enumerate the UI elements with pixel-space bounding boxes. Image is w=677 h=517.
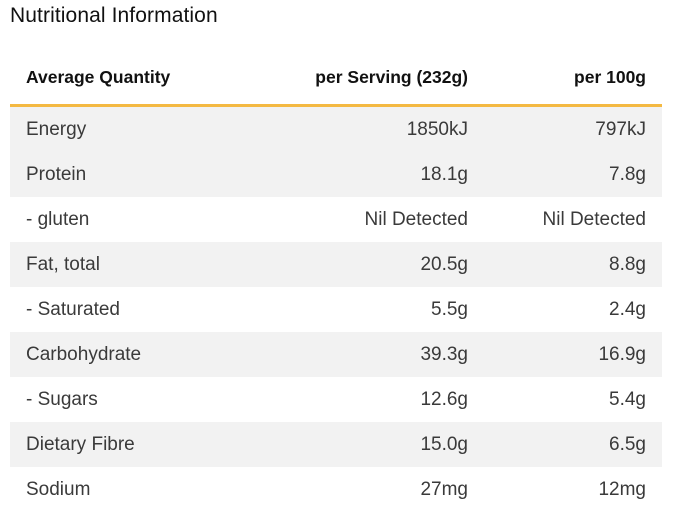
nutrition-table: Average Quantity per Serving (232g) per … [10,50,662,512]
header-average-quantity: Average Quantity [26,66,171,87]
per-serving-value: 12.6g [420,388,468,410]
per-serving-value: 20.5g [420,253,468,275]
nutrient-name: - Sugars [26,388,98,410]
header-per-serving: per Serving (232g) [315,66,468,87]
per-100g-value: 5.4g [609,388,646,410]
per-100g-value: 12mg [598,478,646,500]
per-100g-value: 8.8g [609,253,646,275]
per-serving-value: 39.3g [420,343,468,365]
nutrient-name: Sodium [26,478,91,500]
per-serving-value: 18.1g [420,163,468,185]
nutrient-name: Fat, total [26,253,100,275]
nutrient-name: Carbohydrate [26,343,142,365]
per-serving-value: 15.0g [420,433,468,455]
per-100g-value: 6.5g [609,433,646,455]
table-row: - gluten Nil Detected Nil Detected [10,197,662,242]
table-row: Energy 1850kJ 797kJ [10,107,662,152]
per-serving-value: 27mg [420,478,468,500]
table-row: - Sugars 12.6g 5.4g [10,377,662,422]
table-header-row: Average Quantity per Serving (232g) per … [10,50,662,107]
nutrient-name: Dietary Fibre [26,433,135,455]
nutrient-name: Energy [26,118,87,140]
per-100g-value: 2.4g [609,298,646,320]
nutrient-name: - gluten [26,208,90,230]
per-100g-value: 16.9g [598,343,646,365]
per-100g-value: 797kJ [595,118,646,140]
per-100g-value: Nil Detected [542,208,647,230]
table-row: Fat, total 20.5g 8.8g [10,242,662,287]
nutrient-name: - Saturated [26,298,120,320]
per-100g-value: 7.8g [609,163,646,185]
table-row: Carbohydrate 39.3g 16.9g [10,332,662,377]
table-row: Dietary Fibre 15.0g 6.5g [10,422,662,467]
nutrient-name: Protein [26,163,87,185]
table-row: Sodium 27mg 12mg [10,467,662,512]
per-serving-value: Nil Detected [364,208,469,230]
per-serving-value: 5.5g [431,298,468,320]
per-serving-value: 1850kJ [406,118,468,140]
table-row: Protein 18.1g 7.8g [10,152,662,197]
page-title: Nutritional Information [10,4,218,27]
table-row: - Saturated 5.5g 2.4g [10,287,662,332]
header-per-100g: per 100g [574,66,646,87]
